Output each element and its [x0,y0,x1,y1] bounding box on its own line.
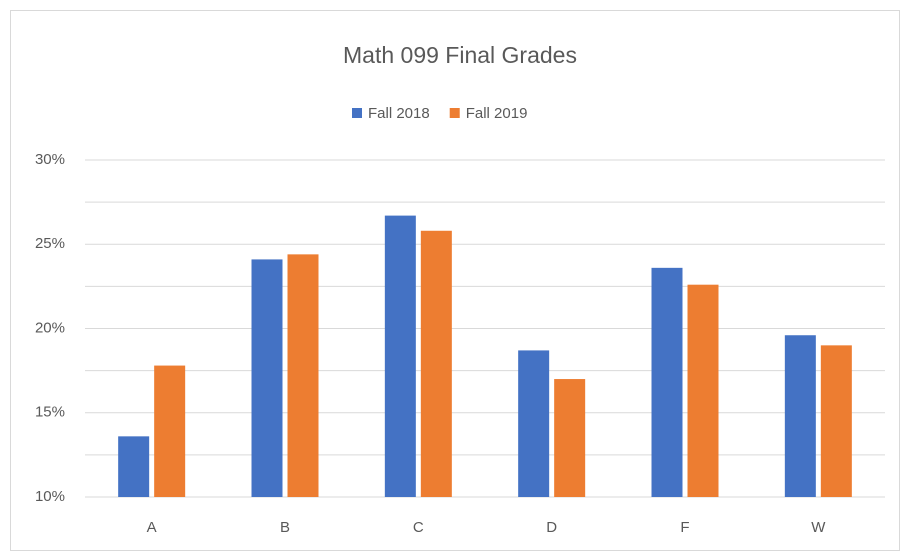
y-tick-label: 10% [35,488,65,505]
bar [651,267,683,497]
x-tick-label: C [413,519,424,536]
legend-swatch [449,108,460,118]
legend-label: Fall 2018 [368,105,430,122]
bar [118,436,150,497]
x-tick-label: W [811,519,826,536]
bar [251,259,283,497]
legend-label: Fall 2019 [466,105,528,122]
bar [820,345,852,497]
chart-title: Math 099 Final Grades [343,42,577,68]
x-tick-label: B [280,519,290,536]
bar [154,365,186,497]
y-tick-label: 20% [35,319,65,336]
x-tick-label: F [680,519,689,536]
y-tick-label: 30% [35,151,65,168]
bar [420,230,452,497]
x-tick-label: D [546,519,557,536]
y-tick-label: 15% [35,404,65,421]
y-tick-label: 25% [35,235,65,252]
bar [287,254,319,497]
legend-swatch [352,108,362,118]
bar [687,284,719,497]
bar [518,350,550,497]
bar [784,335,816,497]
x-tick-label: A [147,519,157,536]
bar [384,215,416,498]
bar [554,379,586,497]
